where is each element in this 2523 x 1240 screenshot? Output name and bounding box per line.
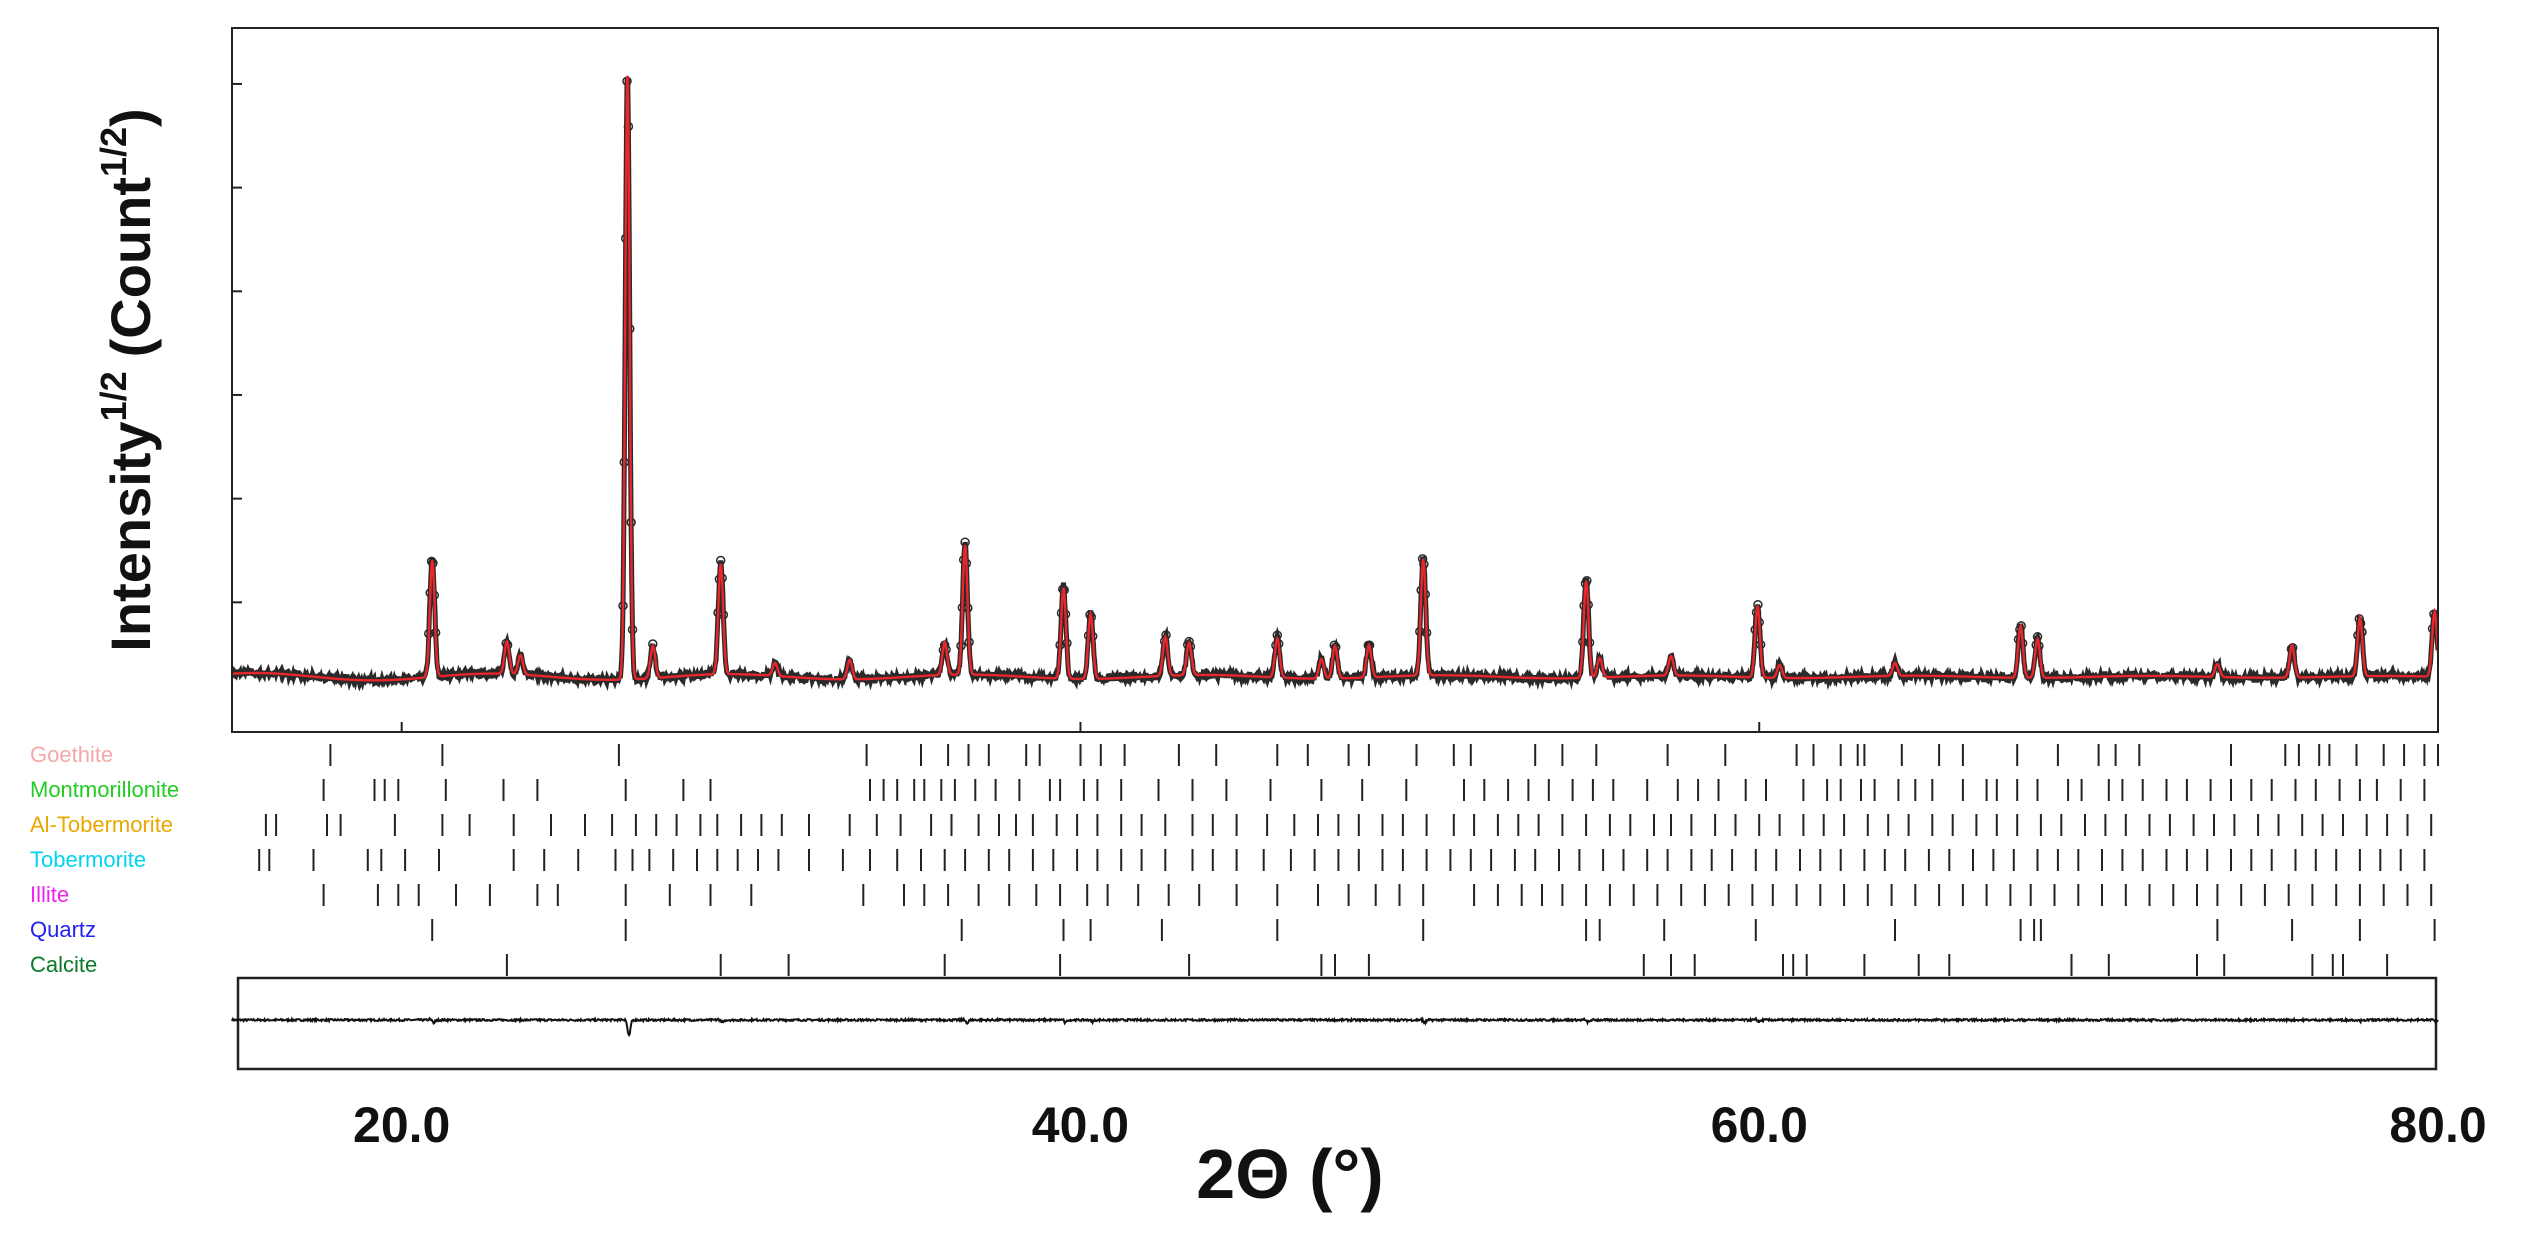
difference-series <box>231 1016 2439 1038</box>
x-tick-label: 80.0 <box>2389 1097 2486 1153</box>
difference-plot-frame <box>236 976 2438 1071</box>
y-axis-label-unit-sup: 1/2 <box>93 127 134 177</box>
y-tick-marks <box>232 82 242 604</box>
phase-label: Al-Tobermorite <box>30 812 173 837</box>
x-tick-label: 60.0 <box>1711 1097 1808 1153</box>
y-axis-label-close: ) <box>99 108 162 127</box>
main-plot-frame <box>231 27 2439 733</box>
phase-reflection-ticks <box>258 744 2439 976</box>
x-axis-label: 2Θ (°) <box>1196 1135 1383 1213</box>
observed-markers <box>424 76 2437 655</box>
phase-label: Montmorillonite <box>30 777 179 802</box>
main-plot-area <box>232 75 2437 692</box>
phase-label: Illite <box>30 882 69 907</box>
x-tick-label: 20.0 <box>353 1097 450 1153</box>
svg-text:Intensity1/2(Count1/2): Intensity1/2(Count1/2) <box>93 108 162 651</box>
y-axis-label-main: Intensity <box>99 421 162 651</box>
phase-label: Calcite <box>30 952 97 977</box>
phase-legend: Goethite Montmorillonite Al-Tobermorite Tob… <box>30 742 179 977</box>
y-axis-label-sup: 1/2 <box>93 371 134 421</box>
x-tick-label: 40.0 <box>1032 1097 1129 1153</box>
calculated-series <box>233 75 2437 682</box>
phase-label: Quartz <box>30 917 96 942</box>
x-tick-labels: 20.0 40.0 60.0 80.0 <box>353 722 2487 1153</box>
phase-label: Goethite <box>30 742 113 767</box>
y-axis-label: Intensity1/2(Count1/2) <box>93 108 162 651</box>
observed-series <box>233 77 2437 692</box>
phase-label: Tobermorite <box>30 847 146 872</box>
y-axis-label-unit: (Count <box>99 177 162 357</box>
